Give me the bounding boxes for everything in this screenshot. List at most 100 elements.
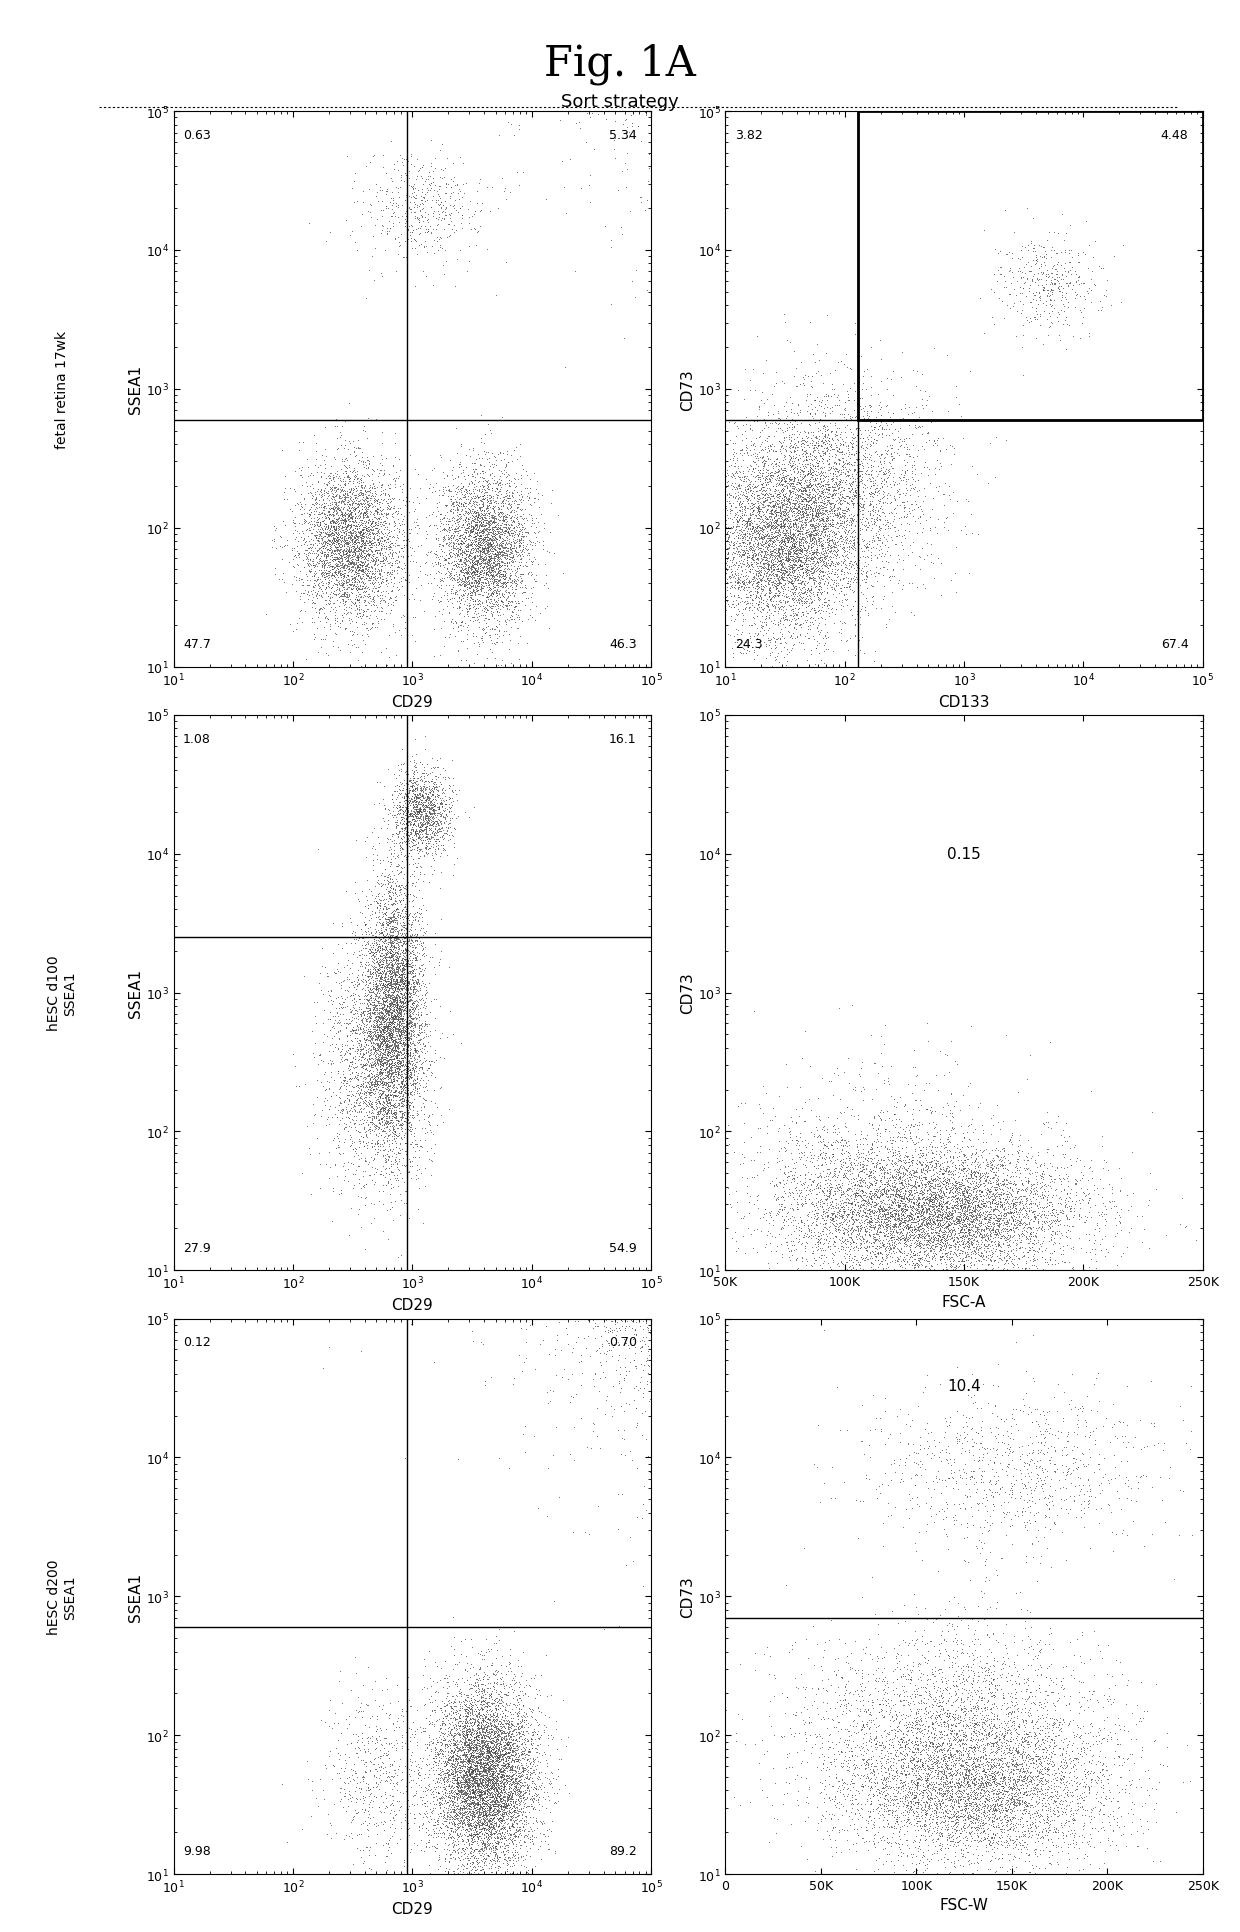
Point [924,1254,944,1285]
Point [451,485,471,516]
Point [470,1739,490,1770]
Point [949,1252,968,1283]
Point [371,1012,391,1043]
Point [329,512,348,543]
Point [417,821,436,852]
Point [301,1179,321,1209]
Point [449,1822,469,1853]
Point [368,958,388,989]
Point [404,724,424,755]
Point [874,1221,894,1252]
Point [883,454,903,485]
Point [808,549,828,580]
Point [346,524,366,554]
Point [450,1766,470,1797]
Point [398,802,418,833]
Point [959,1225,978,1256]
Point [467,529,487,560]
Point [461,1750,481,1781]
Point [382,867,402,898]
Point [404,798,424,829]
Point [470,1814,490,1845]
Point [495,1706,515,1737]
Point [382,927,402,958]
Point [978,1157,998,1188]
Point [925,1209,945,1240]
Point [415,838,435,869]
Point [469,1806,489,1837]
Point [756,558,776,589]
Point [875,1783,895,1814]
Point [1017,1215,1037,1246]
Point [450,1793,470,1824]
Point [913,419,932,450]
Point [412,1130,432,1161]
Point [787,1242,807,1273]
Point [1052,251,1071,282]
Point [439,1756,459,1787]
Point [484,1704,503,1735]
Point [528,1756,548,1787]
Point [361,980,381,1010]
Point [885,1198,905,1229]
Point [851,1128,870,1159]
Point [485,533,505,564]
Point [715,516,735,547]
Point [399,487,419,518]
Point [963,1712,983,1743]
Point [392,1097,412,1128]
Point [755,466,775,497]
Point [438,1833,458,1864]
Point [403,1020,423,1051]
Point [461,1733,481,1764]
Point [471,1719,491,1750]
Point [806,527,826,558]
Point [920,1128,940,1159]
Point [490,1777,510,1808]
Point [465,1772,485,1803]
Point [849,1762,869,1793]
Point [434,1764,454,1795]
Point [377,949,397,980]
Point [496,485,516,516]
Point [1047,1779,1066,1810]
Point [351,574,371,605]
Point [310,529,330,560]
Point [505,1839,525,1870]
Point [939,1219,959,1250]
Point [391,966,410,997]
Point [527,1762,547,1793]
Point [415,1124,435,1155]
Point [455,609,475,639]
Point [308,466,327,497]
Point [480,518,500,549]
Point [1030,1689,1050,1719]
Point [732,599,751,630]
Point [353,522,373,553]
Point [1014,1663,1034,1694]
Point [893,1770,913,1801]
Point [1019,1741,1039,1772]
Point [982,1785,1002,1816]
Point [874,413,894,444]
Point [1193,1718,1213,1748]
Point [404,970,424,1001]
Point [334,560,353,591]
Point [897,1184,916,1215]
Point [389,1055,409,1086]
Point [988,1843,1008,1874]
Point [403,962,423,993]
Point [949,1169,968,1200]
Point [640,1318,660,1349]
Point [469,1797,489,1828]
Point [857,564,877,595]
Point [466,1777,486,1808]
Point [847,1132,867,1163]
Point [335,527,355,558]
Point [386,981,405,1012]
Point [362,1115,382,1146]
Point [476,514,496,545]
Point [797,618,817,649]
Point [398,224,418,255]
Point [378,1072,398,1103]
